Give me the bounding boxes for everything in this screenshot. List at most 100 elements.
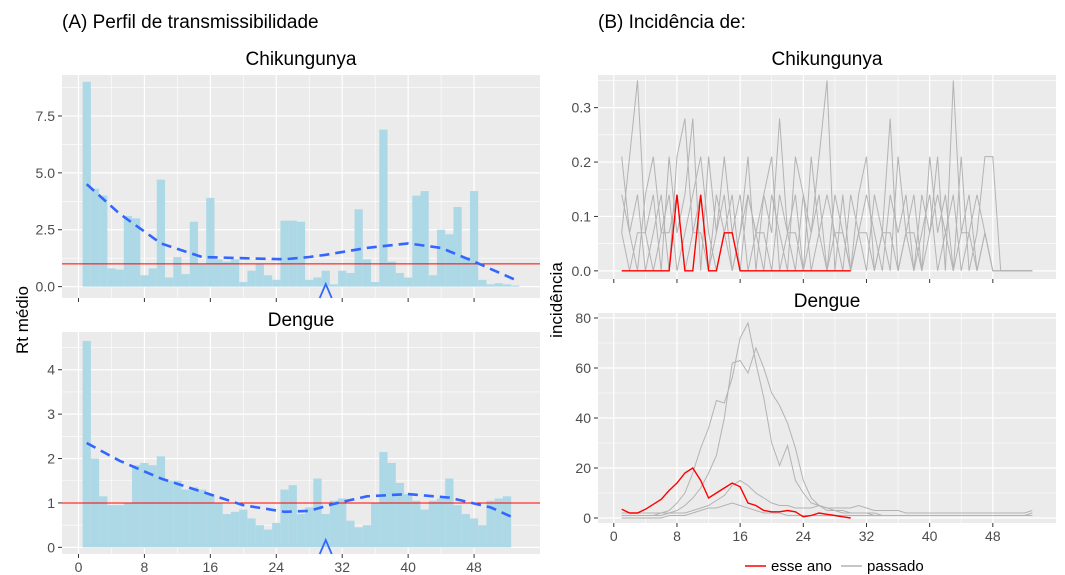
bar bbox=[197, 489, 207, 548]
incidence-dengue-panel: 0 8 16 24 32 40 48 0 20 40 60 80 Dengue bbox=[575, 291, 1056, 544]
bar bbox=[469, 191, 479, 287]
y-tick-label: 0 bbox=[47, 539, 55, 555]
bar bbox=[346, 520, 355, 548]
bar bbox=[140, 275, 149, 287]
bar bbox=[354, 209, 363, 287]
bar bbox=[412, 195, 421, 287]
trend-line bbox=[85, 183, 516, 281]
y-tick-label: 3 bbox=[47, 406, 55, 422]
bar bbox=[206, 494, 215, 548]
bar bbox=[181, 274, 190, 287]
y-tick-label: 20 bbox=[575, 460, 591, 476]
x-tick-label: 8 bbox=[141, 559, 149, 575]
bar bbox=[387, 261, 396, 287]
bar bbox=[222, 514, 231, 548]
right-heading: (B) Incidência de: bbox=[598, 12, 746, 33]
rt-dengue-panel: 0 8 16 24 32 40 48 0 1 2 3 4 Dengue bbox=[47, 310, 540, 575]
left-y-axis-label: Rt médio bbox=[13, 286, 32, 354]
bar bbox=[288, 220, 297, 287]
bar bbox=[99, 496, 108, 548]
past-series-line bbox=[621, 80, 1033, 272]
y-tick-label: 1 bbox=[47, 495, 55, 511]
bar bbox=[263, 275, 273, 287]
bar bbox=[305, 279, 314, 287]
x-tick-label: 24 bbox=[796, 528, 812, 544]
bar bbox=[354, 527, 363, 548]
bar bbox=[90, 188, 100, 287]
bar bbox=[230, 511, 240, 548]
bar bbox=[502, 284, 512, 287]
legend: esse ano passado bbox=[745, 558, 924, 575]
bar bbox=[486, 500, 495, 548]
bar bbox=[230, 259, 240, 287]
y-tick-label: 5.0 bbox=[36, 165, 56, 181]
bar bbox=[189, 487, 198, 548]
current-week-marker bbox=[318, 281, 333, 299]
bar bbox=[395, 482, 405, 548]
x-tick-label: 32 bbox=[334, 559, 350, 575]
bar bbox=[445, 478, 454, 548]
bar bbox=[239, 282, 248, 287]
bar bbox=[338, 498, 347, 548]
bar bbox=[494, 283, 503, 287]
bar bbox=[115, 505, 124, 548]
x-tick-label: 40 bbox=[400, 559, 416, 575]
bar bbox=[436, 229, 446, 287]
bar bbox=[148, 268, 157, 287]
y-tick-label: 80 bbox=[575, 310, 591, 326]
this-year-series-line bbox=[621, 467, 851, 519]
bar bbox=[115, 269, 124, 287]
past-series-line bbox=[621, 479, 1033, 514]
bar bbox=[255, 263, 264, 287]
bar bbox=[313, 478, 322, 548]
bar bbox=[107, 268, 116, 287]
x-tick-label: 40 bbox=[922, 528, 938, 544]
this-year-series-line bbox=[621, 194, 851, 272]
legend-past-label: passado bbox=[867, 558, 924, 575]
bar bbox=[148, 465, 157, 548]
y-tick-label: 0.1 bbox=[572, 208, 592, 224]
bar bbox=[280, 220, 289, 287]
bar bbox=[156, 179, 166, 287]
bar bbox=[387, 462, 396, 548]
bar bbox=[486, 284, 495, 287]
bar bbox=[239, 509, 248, 548]
panel-title: Chikungunya bbox=[246, 49, 357, 70]
y-tick-label: 2 bbox=[47, 451, 55, 467]
bar bbox=[329, 284, 339, 287]
y-tick-label: 60 bbox=[575, 360, 591, 376]
y-tick-label: 40 bbox=[575, 410, 591, 426]
bar bbox=[247, 518, 256, 548]
right-y-axis-label: incidência bbox=[547, 262, 566, 338]
bar bbox=[165, 277, 174, 287]
bar bbox=[371, 282, 380, 287]
legend-this-year-label: esse ano bbox=[771, 558, 832, 575]
past-series-line bbox=[621, 502, 1033, 519]
panel-title: Chikungunya bbox=[772, 49, 883, 70]
current-week-marker bbox=[318, 537, 333, 555]
y-tick-label: 2.5 bbox=[36, 222, 56, 238]
bar bbox=[132, 218, 141, 287]
x-tick-label: 48 bbox=[985, 528, 1001, 544]
bar bbox=[502, 496, 512, 548]
bar bbox=[173, 480, 182, 548]
panel-title: Dengue bbox=[268, 310, 335, 331]
bar bbox=[478, 525, 487, 548]
bar bbox=[362, 259, 372, 287]
y-tick-label: 0.0 bbox=[36, 279, 56, 295]
bar bbox=[371, 502, 380, 548]
bar bbox=[461, 257, 470, 287]
bar bbox=[123, 216, 133, 287]
bar bbox=[321, 270, 330, 287]
bar bbox=[296, 221, 306, 287]
incidence-chikungunya-panel: 0.0 0.1 0.2 0.3 Chikungunya bbox=[572, 49, 1056, 283]
y-tick-label: 0.3 bbox=[572, 100, 592, 116]
x-tick-label: 0 bbox=[610, 528, 618, 544]
x-tick-label: 0 bbox=[75, 559, 83, 575]
bar bbox=[428, 500, 437, 548]
x-tick-label: 32 bbox=[859, 528, 875, 544]
bar bbox=[511, 285, 520, 287]
trend-line bbox=[86, 441, 516, 520]
x-tick-label: 16 bbox=[732, 528, 748, 544]
bar bbox=[288, 485, 297, 548]
